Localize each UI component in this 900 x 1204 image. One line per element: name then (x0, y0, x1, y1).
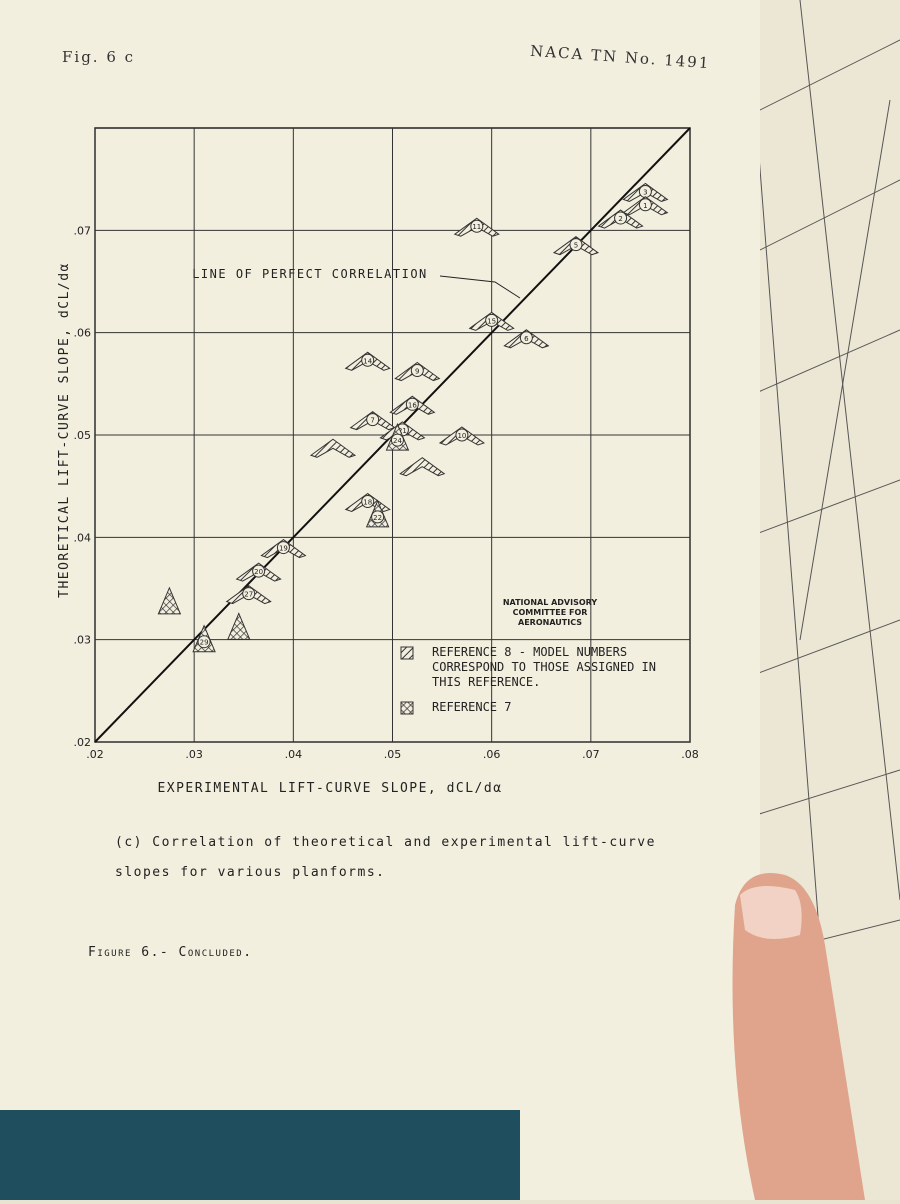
planform-marker (309, 438, 357, 458)
figure-label: Figure 6.- Concluded. (88, 945, 253, 960)
planform-marker (399, 457, 446, 477)
model-number-circle (276, 541, 290, 555)
chart: THEORETICAL LIFT-CURVE SLOPE, dCL/dα EXP… (57, 127, 699, 796)
model-number: 15 (487, 317, 496, 325)
model-number: 20 (254, 568, 263, 576)
model-number: 10 (457, 432, 466, 440)
model-number: 19 (279, 545, 288, 553)
model-number-circle (569, 238, 583, 252)
model-number-circle (410, 364, 424, 378)
x-tick-label: .07 (582, 748, 600, 761)
model-number: 11 (472, 223, 481, 231)
legend-label: Reference 7 (432, 700, 512, 714)
y-axis-label: THEORETICAL LIFT-CURVE SLOPE, dCL/dα (57, 262, 72, 598)
header-left: Fig. 6 c (62, 48, 136, 66)
legend-swatch-box (400, 646, 414, 660)
model-number: 1 (643, 202, 647, 210)
model-number: 3 (643, 188, 647, 196)
legend-swatch (400, 701, 414, 715)
x-tick-label: .02 (86, 748, 104, 761)
model-number: 24 (393, 437, 402, 445)
legend-swatch (400, 646, 414, 660)
model-number: 29 (200, 639, 209, 647)
model-number: 27 (244, 591, 253, 599)
model-number: 7 (370, 417, 374, 425)
annotation: NATIONAL ADVISORY COMMITTEE FOR AERONAUT… (502, 598, 598, 627)
x-tick-label: .08 (681, 748, 699, 761)
annotation-box: NATIONAL ADVISORY COMMITTEE FOR AERONAUT… (502, 598, 598, 627)
y-tick-label: .06 (74, 327, 92, 340)
model-number-circle (371, 510, 385, 524)
model-number: 21 (398, 427, 407, 435)
y-tick-label: .05 (74, 429, 92, 442)
model-number-circle (455, 428, 469, 442)
model-number: 6 (524, 335, 529, 343)
model-number-circle (361, 495, 375, 509)
legend: Reference 8 - model numbers correspond t… (400, 645, 690, 725)
model-number: 2 (618, 215, 622, 223)
planform-marker (157, 586, 182, 615)
x-tick-label: .03 (185, 748, 203, 761)
legend-swatch-box (400, 701, 414, 715)
model-number: 5 (574, 242, 578, 250)
model-number: 16 (408, 401, 417, 409)
y-tick-label: .07 (74, 224, 92, 237)
model-number-circle (614, 211, 628, 225)
x-tick-label: .04 (285, 748, 303, 761)
model-number: 9 (415, 368, 419, 376)
model-number: 22 (373, 514, 382, 522)
model-number-circle (390, 433, 404, 447)
x-tick-label: .06 (483, 748, 501, 761)
model-number-circle (470, 219, 484, 233)
legend-label: Reference 8 - model numbers correspond t… (432, 645, 656, 689)
document-page (0, 0, 760, 1200)
model-number-circle (197, 635, 211, 649)
model-number-circle (485, 313, 499, 327)
legend-entry: Reference 7 (400, 700, 690, 715)
background-surface (0, 1110, 520, 1200)
model-number: 18 (363, 499, 372, 507)
y-tick-label: .04 (74, 531, 92, 544)
model-number-circle (366, 413, 380, 427)
model-number-circle (519, 331, 533, 345)
model-number: 14 (363, 357, 372, 365)
model-number-circle (638, 198, 652, 212)
x-axis-label: EXPERIMENTAL LIFT-CURVE SLOPE, dCL/dα (157, 781, 502, 796)
annotation: LINE OF PERFECT CORRELATION (192, 267, 428, 281)
planform-marker (227, 612, 251, 640)
model-number-circle (405, 397, 419, 411)
y-tick-label: .03 (74, 634, 92, 647)
caption: (c) Correlation of theoretical and exper… (115, 835, 656, 880)
model-number-circle (242, 587, 256, 601)
legend-entry: Reference 8 - model numbers correspond t… (400, 645, 690, 690)
model-number-circle (361, 353, 375, 367)
y-tick-label: .02 (74, 736, 92, 749)
x-tick-label: .05 (384, 748, 402, 761)
thumb (732, 873, 865, 1200)
annotation-leader (439, 275, 521, 299)
model-number-circle (252, 564, 266, 578)
